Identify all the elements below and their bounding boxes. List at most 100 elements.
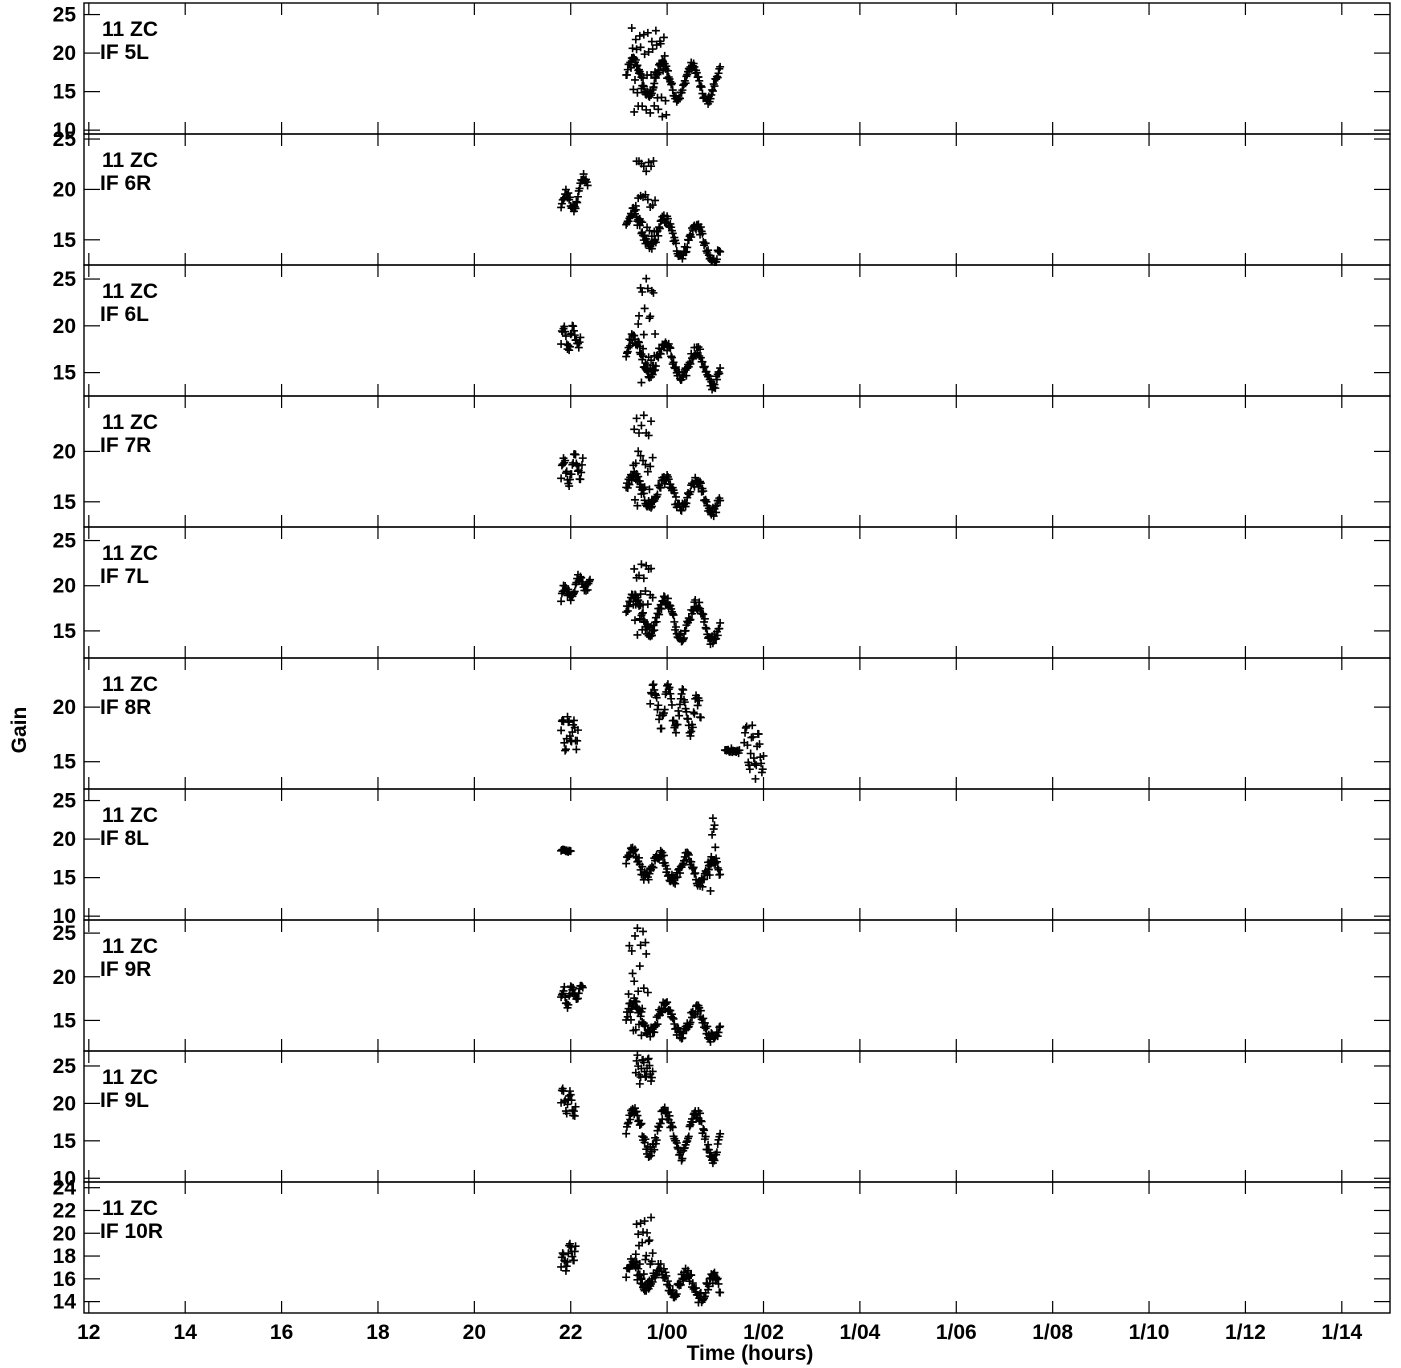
data-point [653, 490, 662, 499]
data-point [696, 1006, 705, 1015]
data-point [559, 1250, 568, 1259]
data-point [583, 181, 592, 190]
data-point [696, 81, 705, 90]
data-point [688, 1118, 697, 1127]
y-tick-label: 20 [53, 1092, 76, 1115]
x-tick-label: 1/02 [743, 1321, 784, 1344]
data-point [631, 1025, 640, 1034]
data-point [667, 1010, 676, 1019]
data-point [573, 339, 582, 348]
data-point [647, 356, 656, 365]
data-point [668, 229, 677, 238]
panel-if-label: IF 9R [100, 958, 151, 981]
data-point [656, 39, 665, 48]
data-point [656, 1260, 665, 1268]
y-tick-label: 20 [53, 42, 76, 65]
data-point [667, 1118, 676, 1127]
data-point [631, 55, 640, 64]
data-point [569, 326, 578, 335]
data-point [630, 209, 639, 218]
data-point [684, 849, 693, 858]
data-point [561, 1266, 570, 1275]
data-points [557, 814, 725, 895]
data-point [570, 587, 579, 596]
data-point [577, 982, 586, 991]
data-point [656, 483, 665, 492]
data-point [658, 112, 667, 121]
data-point [689, 863, 698, 872]
data-points [557, 1213, 725, 1307]
data-point [638, 1004, 647, 1013]
data-point [569, 588, 578, 597]
data-point [650, 1145, 659, 1154]
data-point [636, 451, 645, 460]
data-point [671, 363, 680, 372]
data-point [715, 624, 724, 633]
y-tick-label: 15 [53, 491, 77, 514]
data-point [624, 602, 633, 611]
data-point [640, 231, 649, 240]
data-point [696, 713, 705, 722]
data-point [668, 86, 677, 95]
data-point [635, 311, 644, 320]
data-point [656, 846, 665, 855]
data-point [622, 219, 631, 228]
data-point [640, 1217, 649, 1226]
data-point [562, 999, 571, 1008]
data-point [667, 79, 676, 88]
data-point [684, 850, 693, 859]
data-point [674, 95, 683, 104]
data-point [704, 1140, 713, 1149]
data-point [712, 1275, 721, 1284]
data-point [711, 384, 720, 393]
data-point [561, 993, 570, 1002]
data-point [659, 1004, 668, 1013]
y-tick-label: 20 [53, 315, 76, 338]
data-point [647, 564, 656, 573]
data-point [652, 1136, 661, 1145]
data-point [640, 1022, 649, 1031]
data-point [648, 370, 657, 379]
data-point [645, 92, 654, 101]
data-point [712, 857, 721, 866]
data-point [697, 83, 706, 92]
data-point [701, 495, 710, 504]
data-point [668, 609, 677, 618]
data-point [698, 882, 707, 891]
data-point [561, 469, 570, 478]
data-point [684, 715, 693, 724]
panel-if-label: IF 8L [100, 827, 149, 850]
data-point [648, 453, 657, 462]
data-point [700, 875, 709, 884]
data-point [650, 227, 659, 236]
data-point [581, 586, 590, 595]
data-point [568, 1252, 577, 1261]
data-point [669, 878, 678, 887]
data-point [651, 26, 660, 35]
data-point [688, 864, 697, 873]
data-point [668, 1286, 677, 1295]
data-point [573, 461, 582, 470]
data-point [716, 618, 725, 627]
data-point [572, 197, 581, 206]
data-point [675, 1280, 684, 1289]
data-point [650, 351, 659, 360]
data-point [631, 35, 640, 44]
data-point [626, 63, 635, 72]
data-point [695, 696, 704, 705]
data-point [697, 1117, 706, 1126]
data-point [630, 845, 639, 854]
data-point [713, 73, 722, 82]
data-point [626, 1115, 635, 1124]
data-point [653, 1126, 662, 1135]
data-point [630, 425, 639, 434]
panel-if-label: IF 6L [100, 303, 149, 326]
data-point [643, 360, 652, 369]
panel-frame [83, 657, 1391, 790]
data-point [654, 105, 663, 114]
data-point [759, 751, 768, 760]
y-tick-label: 24 [53, 1177, 77, 1200]
data-point [663, 1108, 672, 1117]
data-point [566, 1090, 575, 1099]
